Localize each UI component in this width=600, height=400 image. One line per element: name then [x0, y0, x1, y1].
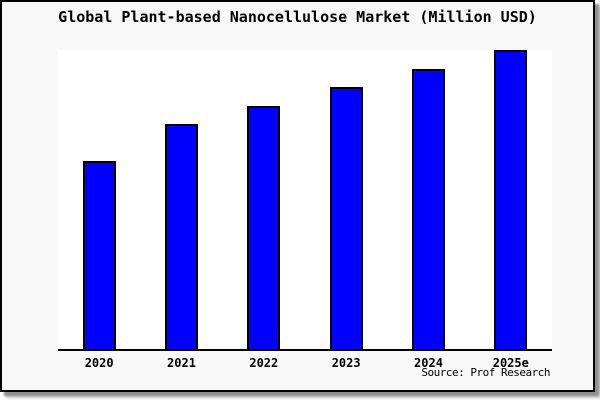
- bar-slot-2020: [58, 50, 140, 349]
- x-tick-label-2020: 2020: [84, 356, 114, 370]
- bar-2025e: [494, 50, 528, 349]
- chart-frame: Global Plant-based Nanocellulose Market …: [0, 0, 595, 392]
- plot-area: [58, 50, 552, 351]
- x-tick-label-2023: 2023: [331, 356, 361, 370]
- bar-2024: [411, 68, 445, 349]
- x-tick-label-2024: 2024: [414, 356, 443, 370]
- chart-title: Global Plant-based Nanocellulose Market …: [58, 8, 537, 26]
- bar-slot-2021: [140, 50, 222, 349]
- bar-slot-2023: [305, 50, 387, 349]
- x-tick-label-2021: 2021: [167, 356, 196, 370]
- bar-2021: [164, 124, 198, 349]
- x-tick-label-2025e: 2025e: [492, 356, 529, 370]
- source-credit: Source: Prof Research: [421, 366, 550, 379]
- bars-container: [58, 50, 552, 349]
- bar-2020: [82, 161, 116, 349]
- bar-slot-2025e: [470, 50, 552, 349]
- bar-2023: [329, 86, 363, 349]
- bar-slot-2022: [223, 50, 305, 349]
- bar-slot-2024: [387, 50, 469, 349]
- x-tick-label-2022: 2022: [249, 356, 279, 370]
- bar-2022: [247, 105, 281, 349]
- x-axis-labels: 2020 2021 2022 2023 2024 2025e: [58, 356, 552, 370]
